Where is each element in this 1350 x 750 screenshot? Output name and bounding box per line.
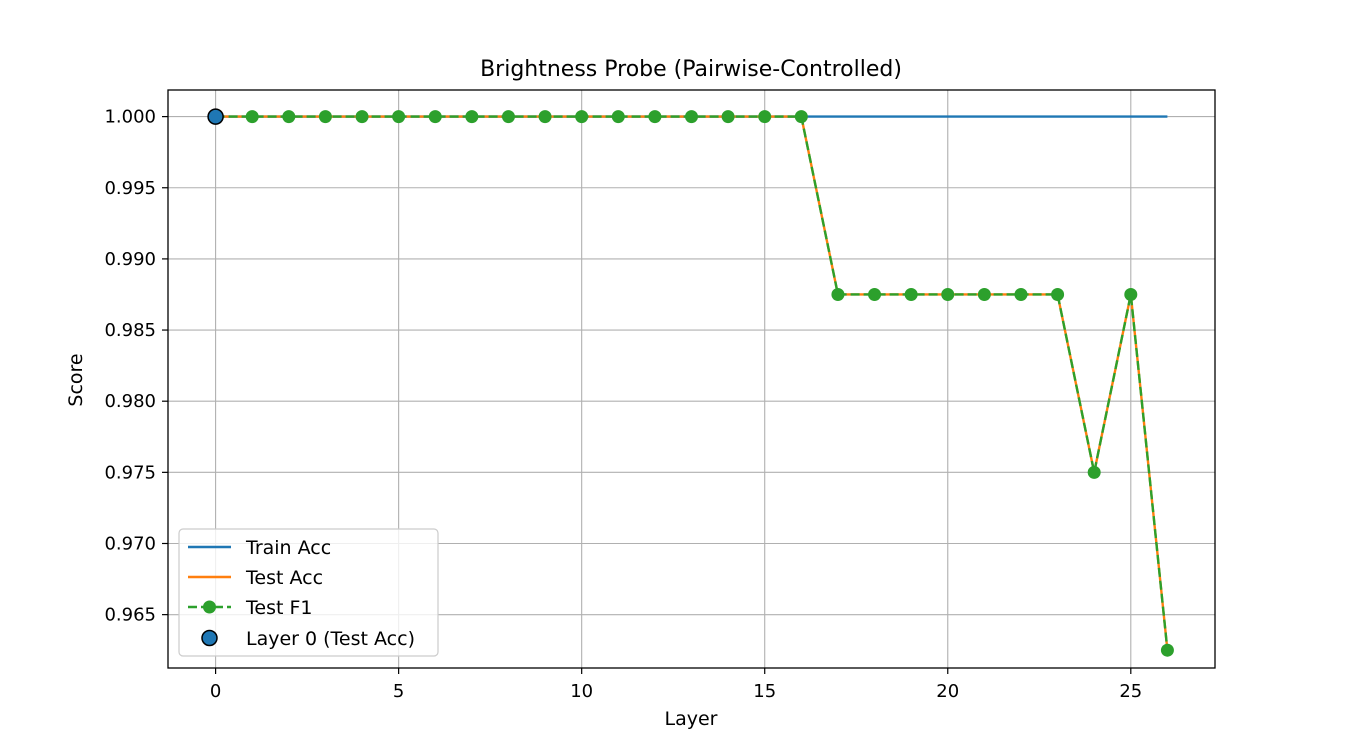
series-point-test-f1 xyxy=(1014,287,1028,301)
series-point-test-f1 xyxy=(904,287,918,301)
series-point-test-f1 xyxy=(355,110,369,124)
chart-title: Brightness Probe (Pairwise-Controlled) xyxy=(480,57,902,82)
axes: 0 5 10 15 20 25 0.965 0.970 0.975 0.980 0.985 0.990… xyxy=(104,89,1216,702)
x-tick-label: 0 xyxy=(210,681,221,702)
plot-frame xyxy=(167,89,1216,669)
series-point-test-f1 xyxy=(318,110,332,124)
y-tick-label: 0.970 xyxy=(104,533,156,554)
series-point-test-f1 xyxy=(977,287,991,301)
legend: Train Acc Test Acc Test F1 Layer 0 (Test Ac… xyxy=(178,528,439,657)
series-point-test-f1 xyxy=(611,110,625,124)
y-tick-label: 0.965 xyxy=(104,605,156,626)
series-point-test-f1 xyxy=(1087,465,1101,479)
series-point-test-f1 xyxy=(868,287,882,301)
y-tick-label: 1.000 xyxy=(104,107,156,128)
series-point-test-f1 xyxy=(648,110,662,124)
x-axis-label: Layer xyxy=(665,708,718,730)
series-point-test-f1 xyxy=(758,110,772,124)
series-point-test-f1 xyxy=(282,110,296,124)
highlight-point xyxy=(207,108,224,125)
y-tick-label: 0.975 xyxy=(104,462,156,483)
y-tick-label: 0.980 xyxy=(104,391,156,412)
legend-marker xyxy=(203,600,216,614)
x-tick-label: 25 xyxy=(1119,681,1142,702)
x-tick-label: 15 xyxy=(753,681,776,702)
legend-label: Test F1 xyxy=(245,597,312,619)
y-tick-label: 0.985 xyxy=(104,320,156,341)
x-tick-label: 10 xyxy=(570,681,593,702)
legend-box xyxy=(178,528,439,657)
y-axis-label: Score xyxy=(65,353,87,406)
series-layer xyxy=(207,108,1174,657)
y-tick-label: 0.995 xyxy=(104,178,156,199)
series-point-test-f1 xyxy=(428,110,442,124)
series-point-test-f1 xyxy=(831,287,845,301)
x-tick-label: 5 xyxy=(393,681,404,702)
series-point-test-f1 xyxy=(575,110,589,124)
series-point-test-f1 xyxy=(392,110,406,124)
series-point-test-f1 xyxy=(465,110,479,124)
series-point-test-f1 xyxy=(1051,287,1065,301)
series-point-test-f1 xyxy=(245,110,259,124)
series-point-test-f1 xyxy=(538,110,552,124)
series-point-test-f1 xyxy=(1160,643,1174,657)
legend-label: Train Acc xyxy=(245,537,331,559)
legend-label: Layer 0 (Test Acc) xyxy=(246,628,415,650)
series-point-test-f1 xyxy=(685,110,698,124)
legend-label: Test Acc xyxy=(245,567,323,589)
series-point-test-f1 xyxy=(1124,287,1138,301)
series-point-test-f1 xyxy=(794,110,808,124)
legend-marker xyxy=(201,629,218,647)
series-point-test-f1 xyxy=(941,287,955,301)
y-tick-label: 0.990 xyxy=(104,249,156,270)
series-point-test-f1 xyxy=(721,110,735,124)
x-tick-label: 20 xyxy=(936,681,959,702)
series-point-test-f1 xyxy=(501,110,515,124)
